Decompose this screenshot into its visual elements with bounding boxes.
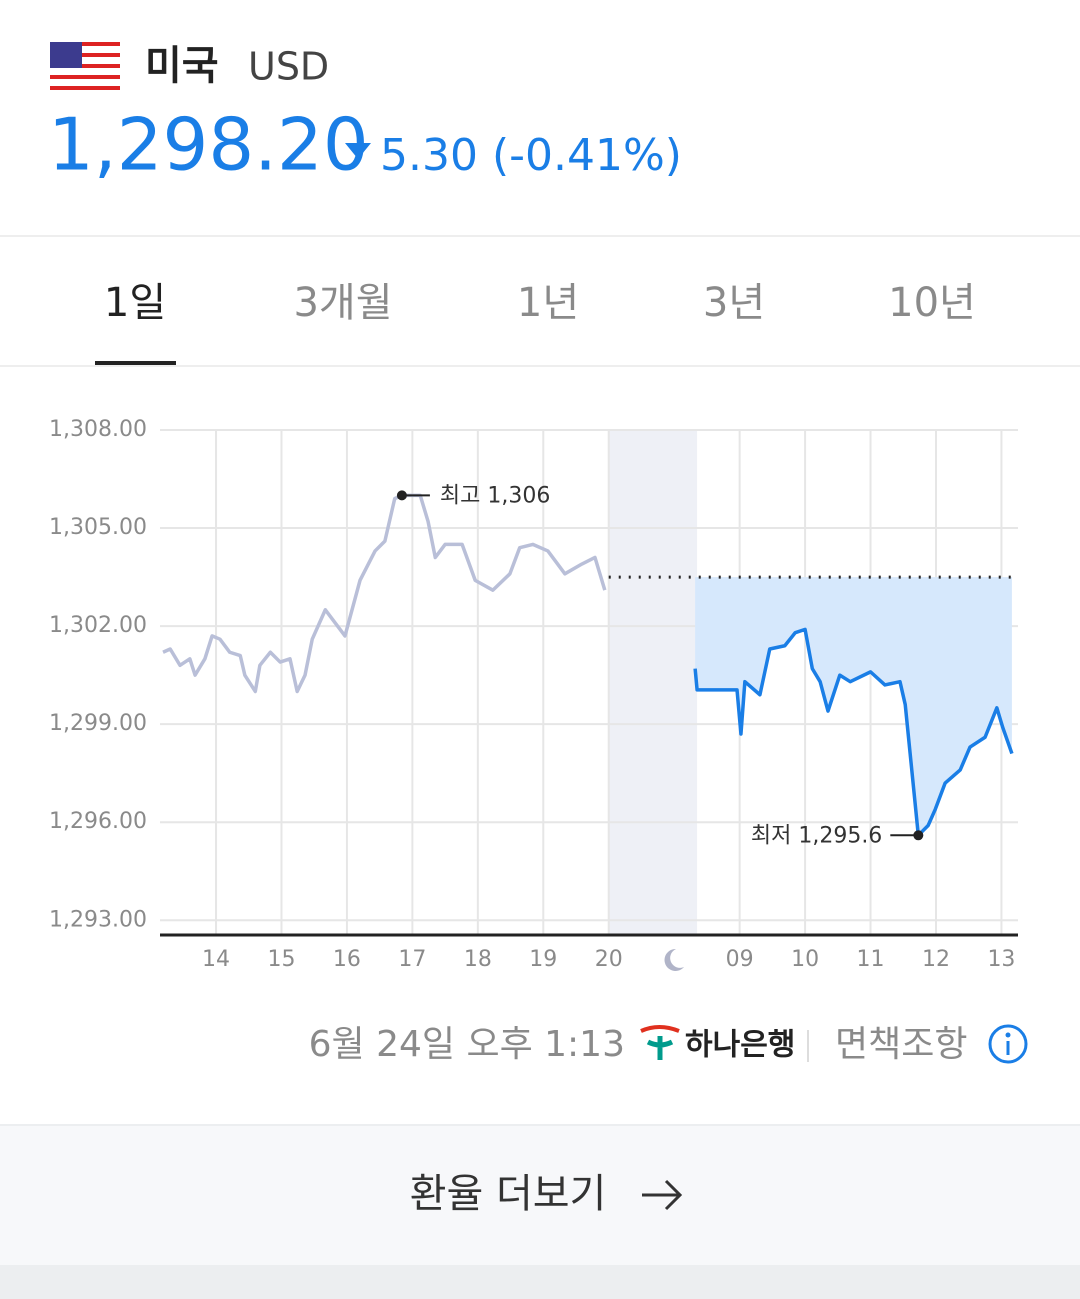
- us-flag: [50, 42, 120, 90]
- x-tick-label: 11: [857, 947, 885, 972]
- closed-period: [608, 430, 698, 935]
- tab[interactable]: 3년: [703, 280, 765, 326]
- y-tick-label: 1,296.00: [49, 809, 147, 834]
- x-tick-label: 19: [529, 947, 557, 972]
- rate: 1,298.20: [48, 103, 369, 187]
- bank-logo: [640, 1025, 680, 1060]
- x-tick-label: 15: [267, 947, 295, 972]
- currency: USD: [248, 45, 329, 89]
- tab-bar: 1일 3개월 1년 3년 10년: [95, 280, 976, 365]
- timestamp: 6월 24일 오후 1:13: [309, 1024, 625, 1065]
- tab-underline: [95, 361, 176, 365]
- disclaimer[interactable]: 면책조항: [835, 1024, 967, 1065]
- series-line: [162, 493, 607, 694]
- change: 5.30 (-0.41%): [380, 130, 682, 181]
- x-tick-label: 17: [398, 947, 426, 972]
- series-line: [693, 627, 1014, 838]
- x-tick-label: 12: [922, 947, 950, 972]
- info-icon[interactable]: [988, 1024, 1028, 1064]
- country: 미국: [145, 43, 219, 89]
- y-tick-label: 1,293.00: [49, 907, 147, 932]
- annotation-label: 최저 1,295.6: [751, 823, 882, 848]
- x-tick-label: 14: [202, 947, 230, 972]
- x-tick-label: 16: [333, 947, 361, 972]
- x-tick-label: 13: [987, 947, 1015, 972]
- area-fill: [695, 577, 1012, 836]
- bank-name: 하나은행: [685, 1028, 795, 1063]
- annotation-dot: [396, 490, 407, 501]
- button-area[interactable]: [0, 1125, 1080, 1265]
- y-tick-label: 1,308.00: [49, 417, 147, 442]
- bottom-strip: [0, 1265, 1080, 1299]
- down-arrow: [345, 143, 371, 159]
- arrow-icon: [642, 1179, 683, 1211]
- x-tick-label: 20: [595, 947, 623, 972]
- chart: 1,293.00 1,296.00 1,299.00 1,302.00 1,305.00…: [49, 417, 1018, 972]
- y-tick-label: 1,305.00: [49, 515, 147, 540]
- more-button[interactable]: 환율 더보기: [410, 1171, 607, 1217]
- y-tick-label: 1,299.00: [49, 711, 147, 736]
- x-tick-label: 10: [791, 947, 819, 972]
- tab[interactable]: 3개월: [293, 280, 392, 326]
- annotation-dot: [913, 830, 924, 841]
- tab[interactable]: 1년: [517, 280, 579, 326]
- tab[interactable]: 1일: [104, 280, 166, 326]
- annotation-label: 최고 1,306: [440, 483, 550, 508]
- tab[interactable]: 10년: [888, 280, 976, 326]
- y-tick-label: 1,302.00: [49, 613, 147, 638]
- x-tick-label: 09: [726, 947, 754, 972]
- x-tick-label: 18: [464, 947, 492, 972]
- night-icon: [664, 948, 684, 971]
